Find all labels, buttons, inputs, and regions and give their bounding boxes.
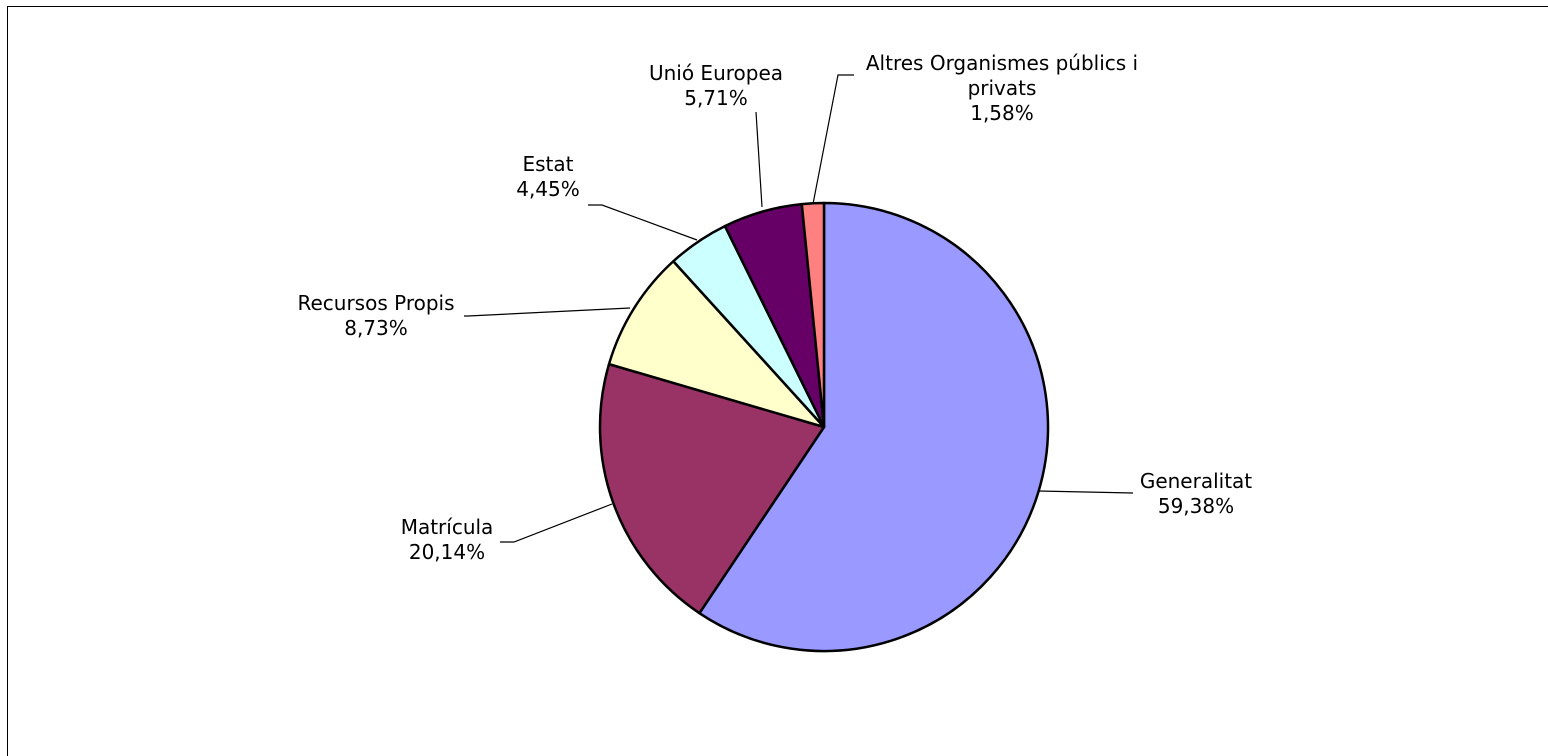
slice-labels: Generalitat 59,38% Matrícula 20,14% Recursos… [297,51,1252,564]
data-label-value: 20,14% [409,540,485,564]
leader-line [1037,490,1134,494]
data-label: Recursos Propis 8,73% [297,291,454,340]
leader-line [500,503,613,543]
pie-slices [598,201,1050,653]
pie-slice-matr-cula [598,362,826,615]
chart-frame [7,6,1548,756]
data-label-category: privats [968,76,1037,100]
data-label-value: 1,58% [970,101,1034,125]
leader-line [464,307,631,317]
leader-line [812,74,854,205]
data-label: Altres Organismes públics i privats 1,58% [866,51,1138,125]
pie-slice-recursos-propis [607,259,826,429]
data-label-value: 5,71% [684,86,748,110]
data-label-category: Matrícula [401,515,494,539]
pie-slice-generalitat [698,201,1050,653]
data-label-category: Unió Europea [649,61,783,85]
leader-line [755,111,763,208]
data-label-value: 4,45% [516,177,580,201]
data-label: Matrícula 20,14% [401,515,494,564]
data-label-category: Recursos Propis [297,291,454,315]
data-label: Estat 4,45% [516,152,580,201]
leader-lines [464,74,1134,543]
data-label: Generalitat 59,38% [1140,469,1252,518]
leader-line [588,204,698,241]
data-label-value: 8,73% [344,316,408,340]
data-label-category: Generalitat [1140,469,1252,493]
data-label: Unió Europea 5,71% [649,61,783,110]
data-label-category: Altres Organismes públics i [866,51,1138,75]
data-label-value: 59,38% [1158,494,1234,518]
data-label-category: Estat [523,152,574,176]
